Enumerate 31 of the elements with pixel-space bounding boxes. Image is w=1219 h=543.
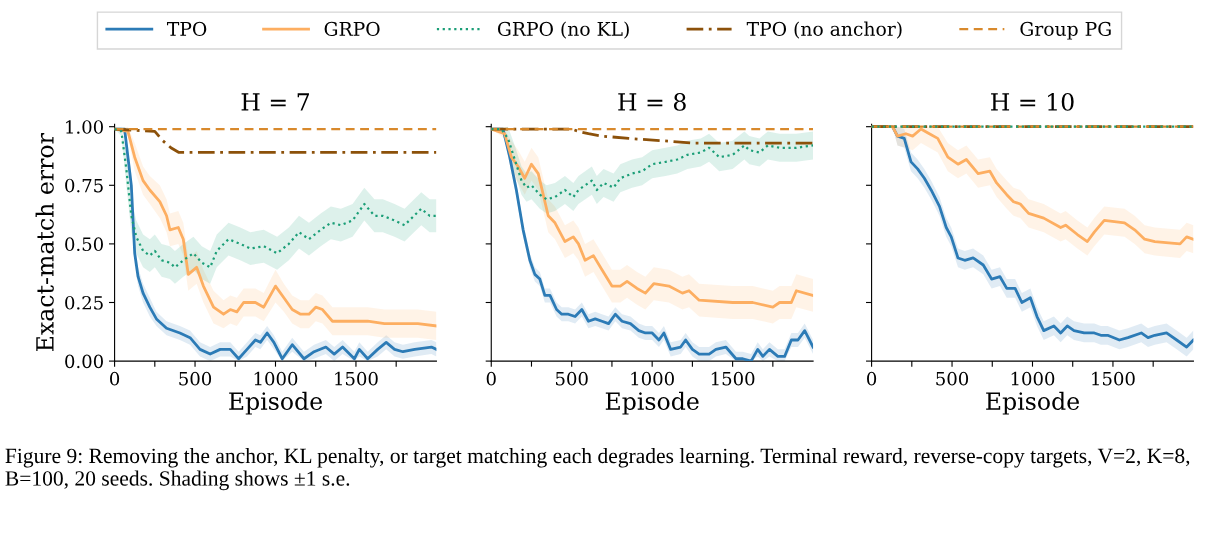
chart-title: H = 10	[991, 92, 1074, 111]
x-axis-title: Episode	[605, 391, 699, 415]
x-tick-label: 500	[936, 371, 969, 386]
x-axis-title: Episode	[986, 391, 1079, 415]
legend-label: GRPO	[324, 21, 380, 36]
x-tick-label: 1000	[631, 371, 674, 386]
caption: Figure 9: Removing the anchor, KL penalty, or target matching each degrades learning. Terminal reward, reverse-copy targets, V=2, K=8, B=100, 20 seeds. Shading shows ±1 s.e.	[5, 447, 1190, 491]
legend-label: GRPO (no KL)	[497, 21, 629, 39]
x-tick-label: 1000	[254, 371, 298, 386]
x-tick-label: 0	[486, 371, 496, 386]
y-axis-title: Exact-match error	[35, 133, 54, 352]
x-tick-label: 1500	[711, 371, 755, 386]
x-tick-label: 1500	[335, 371, 378, 386]
x-tick-label: 0	[867, 371, 877, 386]
x-tick-label: 500	[179, 371, 212, 386]
chart-title: H = 7	[241, 93, 309, 111]
y-tick-label: 1.00	[66, 120, 103, 134]
chart-title: H = 8	[618, 92, 686, 111]
x-tick-label: 0	[110, 371, 120, 386]
x-axis-title: Episode	[229, 391, 322, 415]
y-tick-label: 0.75	[65, 178, 103, 193]
legend-label: TPO	[166, 21, 207, 36]
x-tick-label: 1500	[1092, 371, 1135, 386]
legend-label: Group PG	[1020, 21, 1111, 40]
line-series	[114, 127, 437, 154]
x-tick-label: 1000	[1011, 371, 1055, 386]
legend-label: TPO (no anchor)	[746, 21, 902, 39]
y-tick-label: 0.25	[65, 295, 103, 310]
y-tick-label: 0.50	[65, 237, 103, 252]
y-tick-label: 0.00	[65, 354, 103, 369]
x-tick-label: 500	[556, 371, 588, 386]
